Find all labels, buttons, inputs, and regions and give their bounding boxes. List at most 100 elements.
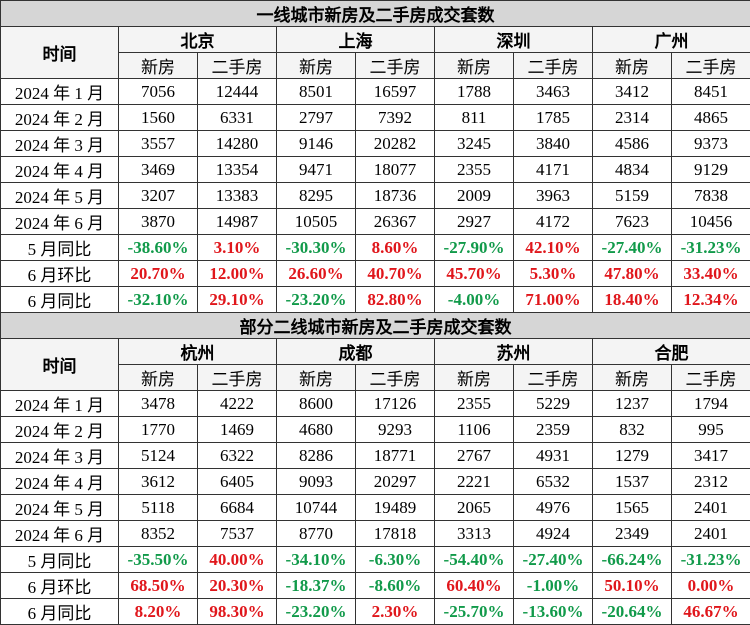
percent-cell: 8.20%: [119, 599, 198, 625]
count-cell: 26367: [356, 209, 435, 235]
sub-header: 二手房: [672, 53, 750, 79]
row-label: 2024 年 3 月: [1, 131, 119, 157]
percent-cell: 71.00%: [514, 287, 593, 313]
city-header: 苏州: [435, 339, 593, 365]
count-cell: 2401: [672, 495, 750, 521]
count-cell: 7056: [119, 79, 198, 105]
count-cell: 9093: [277, 469, 356, 495]
count-cell: 995: [672, 417, 750, 443]
percent-cell: -8.60%: [356, 573, 435, 599]
count-cell: 13383: [198, 183, 277, 209]
percent-cell: -66.24%: [593, 547, 672, 573]
count-cell: 2359: [514, 417, 593, 443]
count-cell: 1106: [435, 417, 514, 443]
count-cell: 3478: [119, 391, 198, 417]
percent-cell: 20.30%: [198, 573, 277, 599]
row-label: 2024 年 1 月: [1, 79, 119, 105]
count-cell: 2355: [435, 391, 514, 417]
percent-cell: -18.37%: [277, 573, 356, 599]
percent-cell: 18.40%: [593, 287, 672, 313]
count-cell: 1794: [672, 391, 750, 417]
percent-cell: -54.40%: [435, 547, 514, 573]
row-label: 2024 年 6 月: [1, 209, 119, 235]
header-row: 时间杭州成都苏州合肥: [1, 339, 750, 365]
count-cell: 3963: [514, 183, 593, 209]
count-cell: 9129: [672, 157, 750, 183]
sub-header: 二手房: [356, 53, 435, 79]
count-cell: 12444: [198, 79, 277, 105]
percent-cell: -31.23%: [672, 547, 750, 573]
percent-cell: -32.10%: [119, 287, 198, 313]
data-row: 5 月同比-35.50%40.00%-34.10%-6.30%-54.40%-2…: [1, 547, 750, 573]
count-cell: 4924: [514, 521, 593, 547]
count-cell: 7392: [356, 105, 435, 131]
count-cell: 4865: [672, 105, 750, 131]
row-label: 5 月同比: [1, 547, 119, 573]
city-header: 成都: [277, 339, 435, 365]
sub-header: 新房: [119, 53, 198, 79]
count-cell: 10744: [277, 495, 356, 521]
percent-cell: 60.40%: [435, 573, 514, 599]
percent-cell: 98.30%: [198, 599, 277, 625]
count-cell: 8501: [277, 79, 356, 105]
count-cell: 811: [435, 105, 514, 131]
count-cell: 7623: [593, 209, 672, 235]
count-cell: 2314: [593, 105, 672, 131]
percent-cell: -25.70%: [435, 599, 514, 625]
row-label: 2024 年 2 月: [1, 105, 119, 131]
time-header: 时间: [1, 27, 119, 79]
count-cell: 8295: [277, 183, 356, 209]
percent-cell: -4.00%: [435, 287, 514, 313]
row-label: 2024 年 1 月: [1, 391, 119, 417]
count-cell: 17818: [356, 521, 435, 547]
count-cell: 16597: [356, 79, 435, 105]
count-cell: 3840: [514, 131, 593, 157]
count-cell: 1560: [119, 105, 198, 131]
row-label: 5 月同比: [1, 235, 119, 261]
count-cell: 8770: [277, 521, 356, 547]
percent-cell: 29.10%: [198, 287, 277, 313]
count-cell: 18771: [356, 443, 435, 469]
count-cell: 17126: [356, 391, 435, 417]
count-cell: 19489: [356, 495, 435, 521]
count-cell: 1237: [593, 391, 672, 417]
count-cell: 3612: [119, 469, 198, 495]
count-cell: 4976: [514, 495, 593, 521]
count-cell: 14280: [198, 131, 277, 157]
percent-cell: 45.70%: [435, 261, 514, 287]
count-cell: 3463: [514, 79, 593, 105]
percent-cell: 12.34%: [672, 287, 750, 313]
count-cell: 5159: [593, 183, 672, 209]
row-label: 2024 年 5 月: [1, 495, 119, 521]
row-label: 6 月环比: [1, 261, 119, 287]
row-label: 6 月同比: [1, 599, 119, 625]
percent-cell: 3.10%: [198, 235, 277, 261]
count-cell: 8352: [119, 521, 198, 547]
section-title: 部分二线城市新房及二手房成交套数: [1, 313, 750, 339]
sub-header: 二手房: [672, 365, 750, 391]
count-cell: 1469: [198, 417, 277, 443]
count-cell: 3245: [435, 131, 514, 157]
percent-cell: 8.60%: [356, 235, 435, 261]
count-cell: 6405: [198, 469, 277, 495]
percent-cell: 5.30%: [514, 261, 593, 287]
percent-cell: 47.80%: [593, 261, 672, 287]
count-cell: 2355: [435, 157, 514, 183]
count-cell: 8286: [277, 443, 356, 469]
count-cell: 5229: [514, 391, 593, 417]
data-row: 5 月同比-38.60%3.10%-30.30%8.60%-27.90%42.1…: [1, 235, 750, 261]
count-cell: 1565: [593, 495, 672, 521]
sub-header: 新房: [435, 365, 514, 391]
count-cell: 10505: [277, 209, 356, 235]
percent-cell: 0.00%: [672, 573, 750, 599]
